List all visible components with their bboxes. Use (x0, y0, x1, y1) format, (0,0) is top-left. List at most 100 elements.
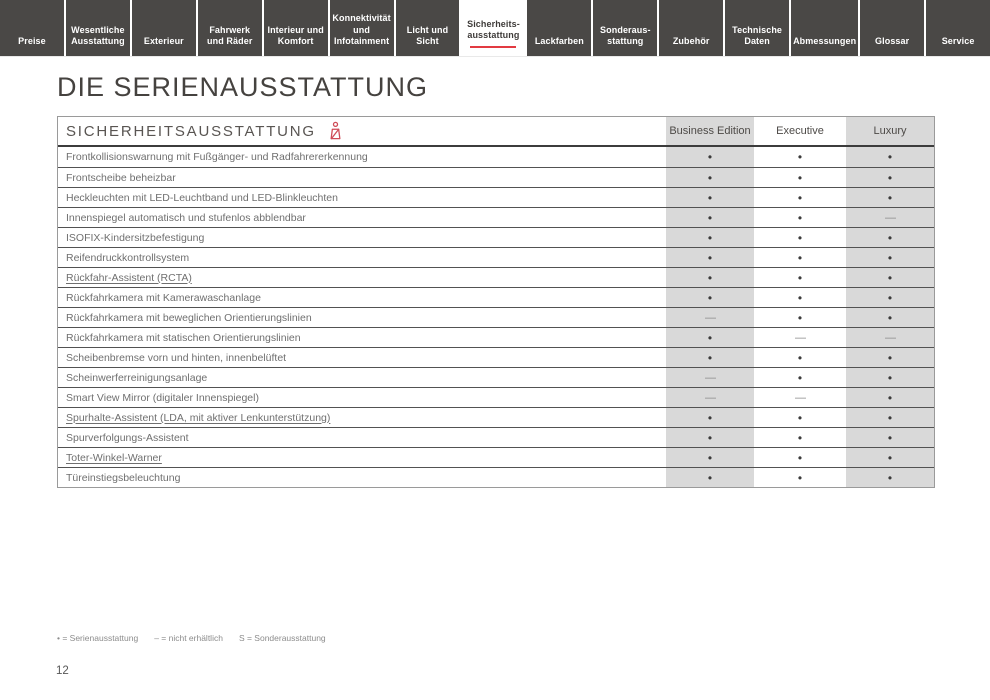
availability-cell-executive: • (754, 147, 844, 167)
table-row: Türeinstiegsbeleuchtung • • • (58, 467, 934, 487)
availability-cell-executive: • (754, 428, 844, 447)
nav-tab-label: Wesentliche Ausstattung (71, 24, 125, 47)
table-row: Frontkollisionswarnung mit Fußgänger- un… (58, 147, 934, 167)
table-row: ISOFIX-Kindersitzbefestigung • • • (58, 227, 934, 247)
table-row: Heckleuchten mit LED-Leuchtband und LED-… (58, 187, 934, 207)
table-row: Spurverfolgungs-Assistent • • • (58, 427, 934, 447)
availability-cell-business-edition: — (664, 368, 754, 387)
table-row: Rückfahrkamera mit Kamerawaschanlage • •… (58, 287, 934, 307)
availability-cell-luxury: • (844, 368, 934, 387)
nav-tab-label: Fahrwerk und Räder (207, 24, 253, 47)
availability-cell-luxury: • (844, 468, 934, 487)
nav-tab[interactable]: Konnektivität und Infotainment (329, 0, 394, 56)
feature-label: Smart View Mirror (digitaler Innenspiege… (66, 391, 259, 404)
feature-label: Scheinwerferreinigungsanlage (66, 371, 208, 384)
legend-serienausstattung: • = Serienausstattung (57, 633, 139, 643)
nav-tab-label: Sicherheits­ausstattung (467, 18, 520, 41)
nav-tab-label: Interieur und Komfort (267, 24, 324, 47)
table-title: SICHERHEITSAUSSTATTUNG (66, 122, 316, 140)
table-row: Smart View Mirror (digitaler Innenspiege… (58, 387, 934, 407)
availability-cell-business-edition: • (664, 268, 754, 287)
nav-tab-label: Exterieur (143, 36, 184, 47)
availability-cell-luxury: • (844, 168, 934, 187)
availability-cell-executive: • (754, 208, 844, 227)
availability-cell-executive: — (754, 328, 844, 347)
nav-tab[interactable]: Interieur und Komfort (263, 0, 328, 56)
table-row: Frontscheibe beheizbar • • • (58, 167, 934, 187)
nav-tab[interactable]: Fahrwerk und Räder (197, 0, 262, 56)
nav-tab[interactable]: Abmessungen (791, 0, 859, 56)
availability-cell-executive: • (754, 248, 844, 267)
availability-cell-luxury: • (844, 348, 934, 367)
availability-cell-business-edition: — (664, 388, 754, 407)
availability-cell-business-edition: • (664, 348, 754, 367)
availability-cell-business-edition: • (664, 328, 754, 347)
feature-label: Türeinstiegsbeleuchtung (66, 471, 181, 484)
nav-tab[interactable]: Zubehör (659, 0, 724, 56)
availability-cell-business-edition: • (664, 188, 754, 207)
nav-tab[interactable]: Lackfarben (527, 0, 592, 56)
availability-cell-luxury: • (844, 288, 934, 307)
availability-cell-executive: • (754, 288, 844, 307)
page-title: DIE SERIENAUSSTATTUNG (57, 72, 429, 102)
feature-label: ISOFIX-Kindersitzbefestigung (66, 231, 205, 244)
feature-label: Spurverfolgungs-Assistent (66, 431, 189, 444)
nav-tab[interactable]: Technische Daten (725, 0, 790, 56)
availability-cell-executive: — (754, 388, 844, 407)
page-number: 12 (56, 665, 69, 677)
nav-tab[interactable]: Service (926, 0, 990, 56)
feature-label: Frontkollisionswarnung mit Fußgänger- un… (66, 151, 368, 163)
feature-label: Rückfahrkamera mit statischen Orientieru… (66, 331, 301, 344)
nav-tab[interactable]: Glossar (860, 0, 925, 56)
nav-tab[interactable]: Sonderaus­stattung (593, 0, 658, 56)
table-row: Rückfahr-Assistent (RCTA) • • • (58, 267, 934, 287)
availability-cell-executive: • (754, 268, 844, 287)
availability-cell-luxury: • (844, 188, 934, 207)
nav-tab[interactable]: Sicherheits­ausstattung (461, 0, 526, 56)
feature-label: Reifendruckkontrollsystem (66, 251, 190, 264)
availability-cell-luxury: • (844, 448, 934, 467)
nav-tab[interactable]: Preise (0, 0, 64, 56)
availability-cell-executive: • (754, 348, 844, 367)
feature-label: Scheibenbremse vorn und hinten, innenbel… (66, 351, 287, 364)
availability-cell-luxury: • (844, 268, 934, 287)
nav-tab-label: Sonderaus­stattung (600, 24, 651, 47)
table-row: Innenspiegel automatisch und stufenlos a… (58, 207, 934, 227)
availability-cell-executive: • (754, 408, 844, 427)
column-header-business-edition: Business Edition (664, 117, 754, 145)
nav-tab-label: Service (941, 36, 975, 47)
table-row: Rückfahrkamera mit statischen Orientieru… (58, 327, 934, 347)
feature-glossary-link[interactable]: Toter-Winkel-Warner (66, 451, 162, 464)
legend-nicht-erhaeltlich: – = nicht erhältlich (154, 633, 223, 643)
table-body: Frontkollisionswarnung mit Fußgänger- un… (58, 147, 934, 487)
feature-glossary-link[interactable]: Rückfahr-Assistent (RCTA) (66, 271, 192, 284)
nav-tab-label: Lackfarben (534, 36, 584, 47)
availability-cell-luxury: • (844, 248, 934, 267)
table-row: Scheibenbremse vorn und hinten, innenbel… (58, 347, 934, 367)
availability-cell-luxury: • (844, 408, 934, 427)
availability-cell-business-edition: — (664, 308, 754, 327)
availability-cell-luxury: • (844, 147, 934, 167)
feature-label: Rückfahrkamera mit Kamerawaschanlage (66, 291, 261, 304)
nav-tab-label: Konnektivität und Infotainment (332, 12, 391, 47)
feature-label: Heckleuchten mit LED-Leuchtband und LED-… (66, 191, 338, 204)
availability-cell-business-edition: • (664, 408, 754, 427)
nav-tab[interactable]: Wesentliche Ausstattung (65, 0, 130, 56)
feature-label: Innenspiegel automatisch und stufenlos a… (66, 211, 306, 224)
table-row: Rückfahrkamera mit beweglichen Orientier… (58, 307, 934, 327)
feature-label: Frontscheibe beheizbar (66, 171, 176, 184)
table-title-cell: SICHERHEITSAUSSTATTUNG (58, 117, 664, 145)
nav-tab[interactable]: Exterieur (131, 0, 196, 56)
availability-cell-business-edition: • (664, 248, 754, 267)
nav-tab[interactable]: Licht und Sicht (395, 0, 460, 56)
availability-cell-executive: • (754, 368, 844, 387)
availability-cell-executive: • (754, 448, 844, 467)
availability-cell-executive: • (754, 468, 844, 487)
seatbelt-icon (328, 121, 343, 142)
availability-cell-business-edition: • (664, 147, 754, 167)
availability-cell-business-edition: • (664, 468, 754, 487)
availability-cell-luxury: — (844, 208, 934, 227)
feature-glossary-link[interactable]: Spurhalte-Assistent (LDA, mit aktiver Le… (66, 411, 331, 424)
availability-cell-executive: • (754, 308, 844, 327)
column-header-luxury: Luxury (844, 117, 934, 145)
